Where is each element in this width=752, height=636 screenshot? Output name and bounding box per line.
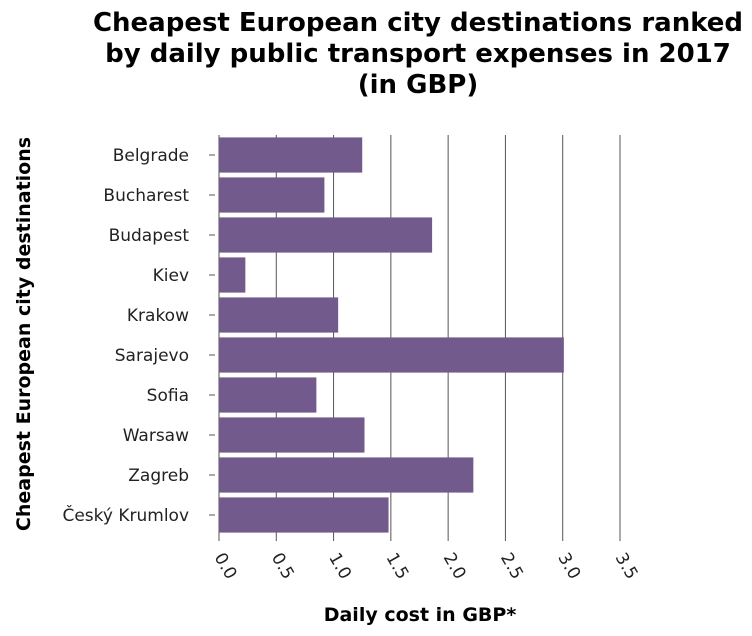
bar-kiev [219, 257, 246, 293]
y-tick-label: Kiev [153, 266, 189, 286]
x-axis-label: Daily cost in GBP* [324, 604, 517, 626]
y-axis-ticks: Belgrade Bucharest Budapest Kiev Krakow Saraj… [62, 146, 215, 526]
bar-krakow [219, 297, 339, 333]
bar-belgrade [219, 137, 363, 173]
bar-zagreb [219, 457, 474, 493]
bars [219, 137, 564, 533]
chart-title: Cheapest European city destinations rank… [93, 8, 743, 100]
y-tick-label: Budapest [109, 226, 190, 246]
y-tick-label: Bucharest [103, 186, 189, 206]
y-tick-label: Belgrade [113, 146, 189, 166]
y-tick-label: Warsaw [123, 426, 189, 446]
x-tick-label: 0.5 [267, 550, 298, 583]
x-tick-label: 3.0 [553, 550, 584, 583]
bar-sarajevo [219, 337, 564, 373]
x-tick-label: 2.5 [496, 550, 527, 583]
x-tick-label: 0.0 [210, 550, 241, 583]
x-tick-label: 2.0 [439, 550, 470, 583]
chart-title-line-1: Cheapest European city destinations rank… [93, 8, 743, 38]
x-tick-label: 1.0 [324, 550, 355, 583]
y-tick-label: Krakow [127, 306, 189, 326]
y-tick-label: Sofia [147, 386, 189, 406]
bar-sofia [219, 377, 317, 413]
chart-title-line-3: (in GBP) [358, 70, 478, 100]
y-tick-label: Český Krumlov [62, 504, 189, 526]
chart-title-line-2: by daily public transport expenses in 20… [105, 39, 731, 69]
y-axis-label: Cheapest European city destinations [13, 137, 35, 531]
x-axis-ticks: 0.0 0.5 1.0 1.5 2.0 2.5 3.0 3.5 [210, 550, 642, 583]
x-tick-label: 1.5 [382, 550, 413, 583]
bar-warsaw [219, 417, 365, 453]
x-tick-label: 3.5 [611, 550, 642, 583]
bar-budapest [219, 217, 433, 253]
y-tick-label: Sarajevo [115, 346, 189, 366]
y-tick-label: Zagreb [128, 466, 189, 486]
bar-bucharest [219, 177, 325, 213]
bar--esk-krumlov [219, 497, 389, 533]
